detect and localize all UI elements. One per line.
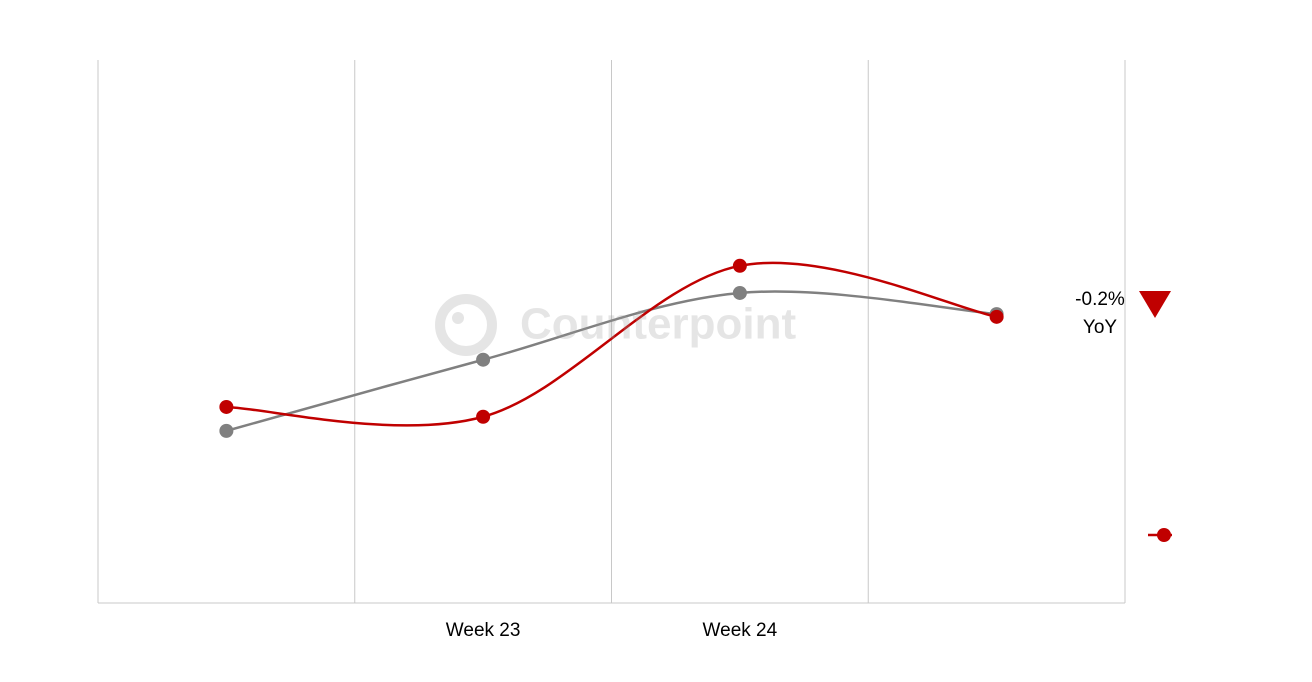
point	[732, 285, 747, 300]
plot: Week 23 Week 24	[97, 60, 1172, 641]
point	[989, 309, 1004, 324]
point	[219, 423, 234, 438]
x-tick-label: Week 24	[703, 620, 778, 641]
series-line	[226, 290, 997, 433]
legend-marker	[1157, 528, 1171, 542]
x-tick-label: Week 23	[446, 620, 521, 641]
annotation: YoY	[1083, 317, 1117, 338]
point	[476, 352, 491, 367]
point	[476, 409, 491, 424]
watermark: Counterpoint	[435, 294, 797, 356]
series-line	[226, 261, 997, 427]
down-arrow	[1139, 291, 1171, 318]
watermark-text: Counterpoint	[520, 300, 797, 349]
annotation: -0.2%	[1075, 289, 1125, 310]
watermark-logo	[435, 294, 497, 356]
watermark-logo-dot	[452, 312, 464, 324]
point	[732, 258, 747, 273]
point	[219, 399, 234, 414]
